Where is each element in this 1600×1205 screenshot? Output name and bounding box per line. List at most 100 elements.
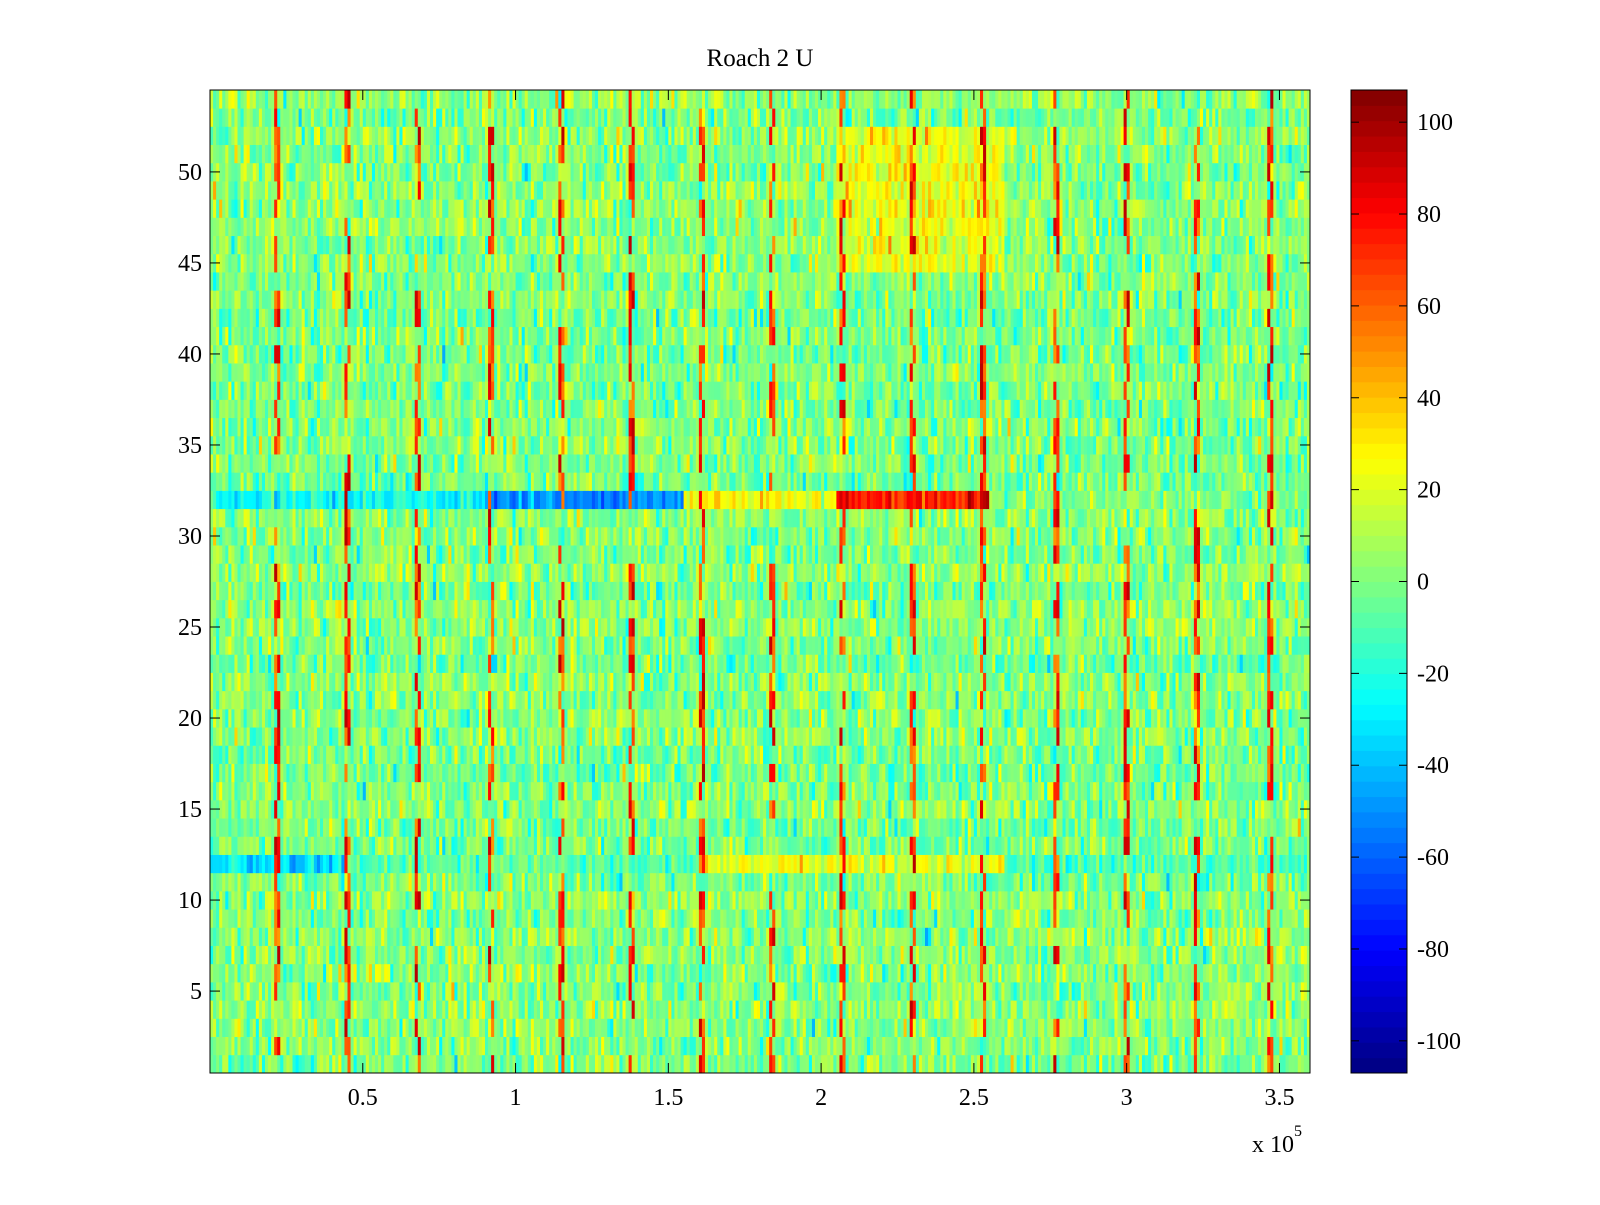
heatmap-cell <box>769 945 773 965</box>
heatmap-cell <box>848 1018 853 1037</box>
heatmap-cell <box>234 1018 238 1037</box>
heatmap-cell <box>1200 909 1204 928</box>
heatmap-cell <box>426 909 431 928</box>
heatmap-cell <box>573 818 578 837</box>
heatmap-cell <box>1255 890 1259 910</box>
heatmap-cell <box>472 854 477 874</box>
heatmap-cell <box>1258 836 1262 855</box>
heatmap-cell <box>1200 927 1204 946</box>
heatmap-cell <box>213 854 217 874</box>
heatmap-cell <box>313 836 318 855</box>
heatmap-cell <box>225 1000 229 1019</box>
heatmap-cell <box>494 927 498 946</box>
heatmap-cell <box>1129 818 1134 837</box>
heatmap-cell <box>426 890 431 910</box>
heatmap-cell <box>1041 872 1045 892</box>
heatmap-cell <box>928 872 932 892</box>
heatmap-cell <box>610 1018 614 1037</box>
heatmap-cell <box>885 963 889 983</box>
heatmap-cell <box>790 1036 795 1056</box>
heatmap-cell <box>252 854 257 874</box>
heatmap-cell <box>1016 890 1021 910</box>
heatmap-cell <box>1187 854 1192 874</box>
heatmap-cell <box>1031 909 1036 928</box>
heatmap-cell <box>439 909 443 928</box>
heatmap-cell <box>430 1054 434 1074</box>
heatmap-cell <box>216 927 220 946</box>
heatmap-cell <box>628 1000 633 1019</box>
heatmap-cell <box>304 1000 309 1019</box>
heatmap-cell <box>1071 872 1076 892</box>
heatmap-cell <box>1233 1054 1238 1074</box>
heatmap-cell <box>1080 945 1085 965</box>
heatmap-cell <box>1184 909 1189 928</box>
heatmap-cell <box>1215 981 1219 1001</box>
heatmap-cell <box>1300 1036 1305 1056</box>
heatmap-cell <box>885 927 889 946</box>
heatmap-cell <box>576 945 581 965</box>
heatmap-cell <box>805 1036 810 1056</box>
heatmap-cell <box>885 1036 889 1056</box>
heatmap-cell <box>451 945 455 965</box>
heatmap-cell <box>390 909 394 928</box>
heatmap-cell <box>973 872 978 892</box>
heatmap-cell <box>1148 945 1152 965</box>
heatmap-cell <box>445 1036 449 1056</box>
heatmap-cell <box>1151 1018 1155 1037</box>
heatmap-cell <box>811 818 816 837</box>
heatmap-cell <box>1279 981 1283 1001</box>
heatmap-cell <box>567 818 571 837</box>
heatmap-cell <box>827 1000 831 1019</box>
heatmap-cell <box>949 909 953 928</box>
heatmap-cell <box>216 945 220 965</box>
heatmap-cell <box>866 1018 871 1037</box>
heatmap-cell <box>1077 927 1082 946</box>
heatmap-cell <box>521 818 526 837</box>
heatmap-cell <box>1306 1036 1311 1056</box>
heatmap-cell <box>527 963 532 983</box>
heatmap-cell <box>662 836 666 855</box>
heatmap-cell <box>304 1054 309 1074</box>
heatmap-cell <box>989 1000 993 1019</box>
heatmap-cell <box>567 854 571 874</box>
heatmap-cell <box>237 1018 241 1037</box>
heatmap-cell <box>793 1054 798 1074</box>
heatmap-cell <box>222 890 226 910</box>
heatmap-cell <box>555 1036 559 1056</box>
heatmap-cell <box>928 1018 932 1037</box>
heatmap-cell <box>543 1000 547 1019</box>
heatmap-cell <box>307 836 312 855</box>
heatmap-cell <box>326 836 330 855</box>
heatmap-cell <box>741 1018 746 1037</box>
heatmap-cell <box>741 818 746 837</box>
heatmap-cell <box>570 1018 575 1037</box>
heatmap-cell <box>976 927 981 946</box>
heatmap-cell <box>870 927 874 946</box>
heatmap-cell <box>1166 927 1170 946</box>
heatmap-cell <box>1236 1000 1241 1019</box>
heatmap-cell <box>454 854 458 874</box>
heatmap-cell <box>454 945 458 965</box>
heatmap-cell <box>402 945 406 965</box>
heatmap-cell <box>732 818 736 837</box>
heatmap-cell <box>408 1018 413 1037</box>
heatmap-cell <box>949 981 953 1001</box>
heatmap-cell <box>876 945 880 965</box>
heatmap-cell <box>439 854 443 874</box>
heatmap-cell <box>313 981 318 1001</box>
heatmap-cell <box>781 927 785 946</box>
heatmap-cell <box>347 1000 351 1019</box>
heatmap-cell <box>732 872 736 892</box>
heatmap-cell <box>1270 1000 1274 1019</box>
heatmap-cell <box>1041 818 1045 837</box>
heatmap-cell <box>252 963 257 983</box>
heatmap-cell <box>799 1054 804 1074</box>
heatmap-cell <box>695 818 700 837</box>
heatmap-cell <box>1129 981 1134 1001</box>
heatmap-cell <box>1025 963 1030 983</box>
heatmap-cell <box>576 927 581 946</box>
heatmap-cell <box>332 963 336 983</box>
heatmap-cell <box>466 1000 471 1019</box>
heatmap-cell <box>738 963 743 983</box>
heatmap-cell <box>665 981 669 1001</box>
